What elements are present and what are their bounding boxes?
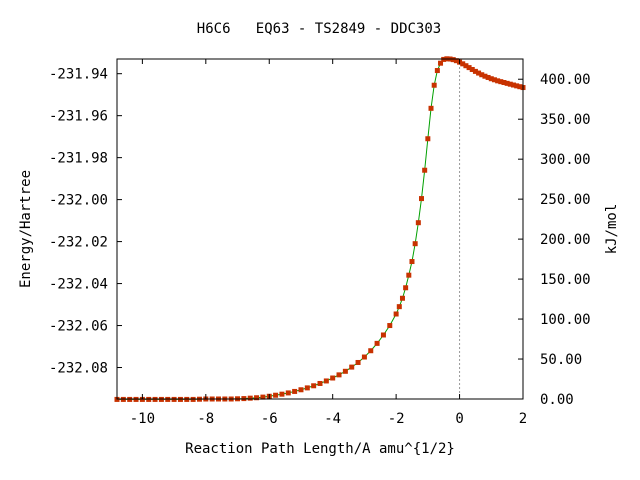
data-point xyxy=(336,372,342,378)
data-point xyxy=(472,68,478,74)
y-tick-label: -231.94 xyxy=(49,67,108,83)
data-point xyxy=(450,57,456,63)
data-point xyxy=(355,359,361,365)
data-point xyxy=(488,76,494,82)
y2-tick-label: 200.00 xyxy=(540,232,591,248)
data-point xyxy=(507,81,513,87)
data-point xyxy=(466,65,472,71)
data-point xyxy=(403,285,409,291)
data-point xyxy=(517,84,523,90)
y2-tick-label: 100.00 xyxy=(540,312,591,328)
x-tick-label: 2 xyxy=(519,411,527,427)
y-tick-label: -232.04 xyxy=(49,277,108,293)
data-point xyxy=(495,78,501,84)
data-point xyxy=(476,70,482,76)
plot-frame xyxy=(116,58,524,400)
data-point xyxy=(260,394,266,400)
data-point xyxy=(485,74,491,80)
data-point xyxy=(292,388,298,394)
data-point xyxy=(349,364,355,370)
data-point xyxy=(323,378,329,384)
data-point xyxy=(425,136,431,142)
y2-tick-label: 0.00 xyxy=(540,392,574,408)
chart-title: H6C6 EQ63 - TS2849 - DDC303 xyxy=(197,21,441,37)
data-point xyxy=(438,60,444,66)
data-point xyxy=(399,295,405,301)
data-point xyxy=(460,61,466,67)
data-point xyxy=(396,304,402,310)
data-point xyxy=(422,167,428,173)
x-tick-label: -2 xyxy=(388,411,405,427)
data-point xyxy=(368,348,374,354)
data-point xyxy=(279,391,285,397)
x-tick-label: -6 xyxy=(261,411,278,427)
y-tick-label: -231.98 xyxy=(49,151,108,167)
y2-tick-label: 250.00 xyxy=(540,192,591,208)
y-tick-label: -231.96 xyxy=(49,109,108,125)
data-point xyxy=(431,82,437,88)
data-point xyxy=(254,395,260,401)
data-point xyxy=(304,385,310,391)
data-point xyxy=(285,390,291,396)
data-point xyxy=(501,80,507,86)
x-tick-label: -10 xyxy=(130,411,155,427)
data-point xyxy=(412,241,418,247)
x-tick-label: 0 xyxy=(455,411,463,427)
y-axis-label: Energy/Hartree xyxy=(18,170,34,288)
data-point xyxy=(361,354,367,360)
data-point xyxy=(311,383,317,389)
data-point xyxy=(514,83,520,89)
data-point xyxy=(387,323,393,329)
data-point xyxy=(393,311,399,317)
data-point xyxy=(453,58,459,64)
axes: -10 -8 -6 -4 -2 0 2 -231.94 -231.96 -231.98 -232.0… xyxy=(49,59,591,427)
data-point xyxy=(380,332,386,338)
data-point xyxy=(317,380,323,386)
y2-tick-label: 50.00 xyxy=(540,352,582,368)
y2-tick-label: 350.00 xyxy=(540,112,591,128)
x-tick-label: -4 xyxy=(324,411,341,427)
y-tick-label: -232.02 xyxy=(49,235,108,251)
data-point xyxy=(330,375,336,381)
data-point xyxy=(469,66,475,72)
data-point xyxy=(415,220,421,226)
data-point xyxy=(504,80,510,86)
x-axis-label: Reaction Path Length/A amu^{1/2} xyxy=(185,441,455,457)
data-point xyxy=(498,79,504,85)
data-point xyxy=(409,259,415,265)
data-point xyxy=(428,105,434,111)
y2-tick-label: 400.00 xyxy=(540,72,591,88)
data-point xyxy=(434,68,440,74)
y-tick-label: -232.06 xyxy=(49,319,108,335)
data-point xyxy=(247,395,253,401)
data-point xyxy=(482,73,488,79)
data-point xyxy=(419,196,424,202)
y-tick-label: -232.00 xyxy=(49,193,108,209)
data-point xyxy=(491,77,497,83)
y2-tick-label: 150.00 xyxy=(540,272,591,288)
data-point xyxy=(406,272,412,278)
y2-axis-label: kJ/mol xyxy=(604,204,620,255)
y2-tick-label: 300.00 xyxy=(540,152,591,168)
data-point xyxy=(273,392,279,398)
x-tick-label: -8 xyxy=(197,411,214,427)
data-point xyxy=(342,368,348,374)
data-point xyxy=(479,72,485,78)
data-point xyxy=(374,340,380,346)
data-point xyxy=(298,387,304,393)
y-tick-label: -232.08 xyxy=(49,361,108,377)
data-point xyxy=(510,82,516,88)
data-point xyxy=(463,63,469,69)
